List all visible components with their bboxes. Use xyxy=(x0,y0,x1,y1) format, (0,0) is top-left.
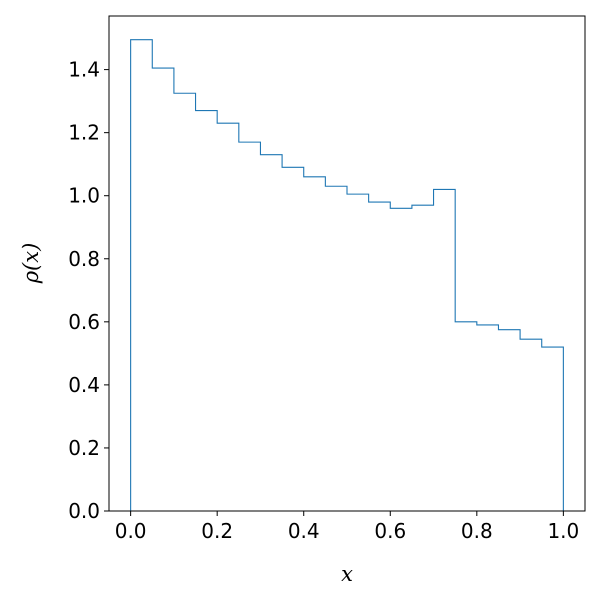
y-tick-label: 0.0 xyxy=(68,499,100,523)
x-tick-label: 0.0 xyxy=(115,519,147,543)
tick-layer: 0.0 0.2 0.4 0.6 0.8 1.0 0.0 0.2 0.4 0.6 0.8 1.0 1.2 1… xyxy=(68,58,579,543)
x-axis-label: x xyxy=(341,562,353,586)
y-tick-label: 0.6 xyxy=(68,310,100,334)
y-tick-label: 1.0 xyxy=(68,184,100,208)
x-tick-label: 0.4 xyxy=(288,519,320,543)
x-tick-label: 0.6 xyxy=(374,519,406,543)
y-tick-label: 1.2 xyxy=(68,121,100,145)
x-tick-label: 0.8 xyxy=(461,519,493,543)
y-tick-label: 1.4 xyxy=(68,58,100,82)
plot-frame xyxy=(108,15,586,512)
y-tick-label: 0.4 xyxy=(68,373,100,397)
x-tick-label: 0.2 xyxy=(201,519,233,543)
y-tick-label: 0.8 xyxy=(68,247,100,271)
y-axis-label: ρ(x) xyxy=(19,243,43,285)
y-tick-label: 0.2 xyxy=(68,436,100,460)
x-tick-label: 1.0 xyxy=(547,519,579,543)
histogram-step-line xyxy=(130,39,564,511)
